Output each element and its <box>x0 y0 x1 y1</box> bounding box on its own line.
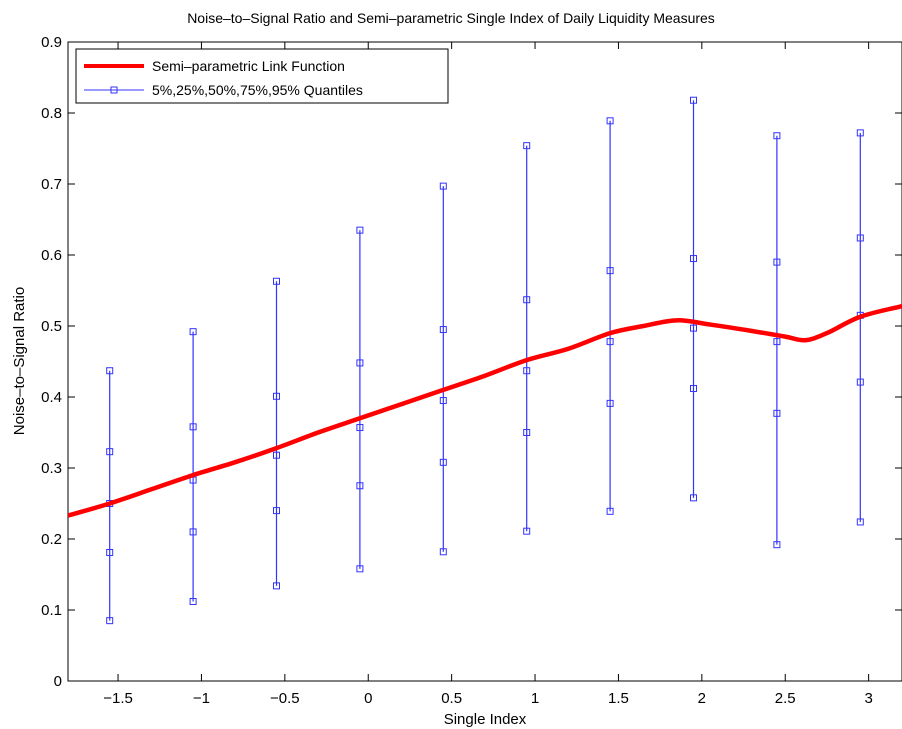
x-axis-label: Single Index <box>444 711 527 728</box>
quantile-marker <box>523 527 531 535</box>
y-tick-label: 0.1 <box>41 602 62 619</box>
quantile-marker <box>523 367 531 375</box>
legend-quantile-marker <box>110 86 118 94</box>
quantile-marker <box>273 507 280 515</box>
chart-title: Noise–to–Signal Ratio and Semi–parametri… <box>187 10 715 26</box>
quantile-marker <box>273 392 280 400</box>
quantile-marker <box>773 409 781 417</box>
quantile-marker <box>273 451 280 459</box>
quantile-marker <box>773 541 781 549</box>
quantile-marker <box>856 518 864 526</box>
link-function-series <box>68 303 902 518</box>
quantile-marker <box>356 359 364 367</box>
quantile-marker <box>690 324 697 332</box>
legend-quantile-label: 5%,25%,50%,75%,95% Quantiles <box>152 82 363 98</box>
quantile-marker <box>606 117 614 125</box>
quantile-marker <box>856 129 864 137</box>
y-tick-label: 0.5 <box>41 318 62 335</box>
quantile-marker <box>189 328 197 336</box>
x-tick-label: −0.5 <box>270 690 300 707</box>
quantile-marker <box>606 338 614 346</box>
y-tick-label: 0.4 <box>41 389 62 406</box>
quantile-marker <box>523 142 531 150</box>
x-axis: −1.5 −1 −0.5 0 0.5 1 1.5 2 2.5 3 <box>103 42 873 707</box>
quantile-marker <box>690 255 697 263</box>
quantile-marker <box>856 234 864 242</box>
quantile-marker <box>856 378 864 386</box>
quantile-marker <box>356 565 364 573</box>
quantile-marker <box>439 326 447 334</box>
quantile-marker <box>606 399 614 407</box>
quantile-marker <box>690 384 697 392</box>
quantile-marker <box>606 267 614 275</box>
x-tick-label: 3 <box>864 690 872 707</box>
y-tick-label: 0.7 <box>41 176 62 193</box>
quantile-marker <box>356 226 364 234</box>
y-tick-label: 0.8 <box>41 105 62 122</box>
x-tick-label: −1.5 <box>103 690 133 707</box>
y-tick-label: 0.9 <box>41 34 62 51</box>
quantile-series <box>106 96 864 625</box>
quantile-marker <box>523 296 531 304</box>
quantile-marker <box>439 548 447 556</box>
y-tick-label: 0.6 <box>41 247 62 264</box>
quantile-marker <box>773 338 781 346</box>
quantile-marker <box>106 548 114 556</box>
quantile-marker <box>106 448 114 456</box>
x-tick-label: 0.5 <box>441 690 462 707</box>
quantile-marker <box>690 96 697 104</box>
quantile-marker <box>106 617 114 625</box>
y-axis-label: Noise–to–Signal Ratio <box>11 287 28 435</box>
y-tick-label: 0 <box>54 673 62 690</box>
x-tick-label: 2 <box>698 690 706 707</box>
quantile-marker <box>606 507 614 515</box>
legend: Semi–parametric Link Function 5%,25%,50%… <box>75 48 449 104</box>
quantile-marker <box>273 277 280 285</box>
plot-area <box>67 41 902 682</box>
quantile-marker <box>773 132 781 140</box>
x-tick-label: 1.5 <box>608 690 629 707</box>
quantile-marker <box>189 423 197 431</box>
quantile-marker <box>439 458 447 466</box>
quantile-marker <box>106 367 114 375</box>
legend-box <box>75 48 449 104</box>
quantile-marker <box>439 397 447 405</box>
y-tick-label: 0.2 <box>41 531 62 548</box>
y-tick-label: 0.3 <box>41 460 62 477</box>
legend-link-label: Semi–parametric Link Function <box>152 58 345 74</box>
x-tick-label: 0 <box>364 690 372 707</box>
quantile-marker <box>439 182 447 190</box>
x-tick-label: 2.5 <box>775 690 796 707</box>
x-tick-label: 1 <box>531 690 539 707</box>
quantile-marker <box>773 258 781 266</box>
quantile-marker <box>189 597 197 605</box>
quantile-marker <box>273 582 280 590</box>
quantile-marker <box>189 528 197 536</box>
y-axis: 0 0.1 0.2 0.3 0.4 0.5 0.6 0.7 0.8 0.9 <box>41 34 902 690</box>
quantile-marker <box>690 494 697 502</box>
quantile-marker <box>356 482 364 490</box>
quantile-marker <box>356 424 364 432</box>
quantile-marker <box>523 429 531 436</box>
link-function-line <box>68 303 902 518</box>
x-tick-label: −1 <box>193 690 210 707</box>
